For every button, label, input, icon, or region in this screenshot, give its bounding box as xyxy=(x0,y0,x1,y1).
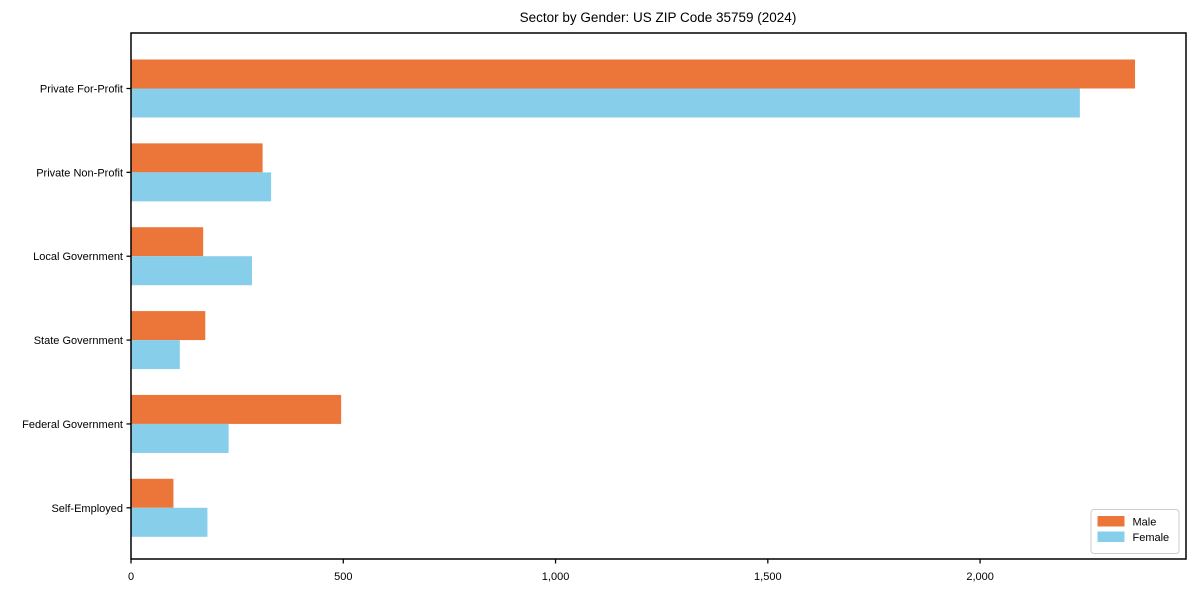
bar-male-0 xyxy=(131,59,1136,89)
x-tick-label: 2,000 xyxy=(966,571,994,583)
bar-female-1 xyxy=(131,172,272,202)
x-tick-label: 1,000 xyxy=(542,571,570,583)
bar-female-4 xyxy=(131,423,229,453)
bar-male-3 xyxy=(131,311,206,341)
plot-border xyxy=(130,32,1187,560)
bar-male-5 xyxy=(131,478,174,508)
legend: Male Female xyxy=(1090,509,1180,554)
bar-female-5 xyxy=(131,507,208,537)
y-tick-label: Private Non-Profit xyxy=(36,167,123,179)
bar-male-4 xyxy=(131,394,342,424)
chart-title: Sector by Gender: US ZIP Code 35759 (202… xyxy=(520,10,797,25)
y-tick-label: Local Government xyxy=(33,251,123,263)
y-tick-label: Self-Employed xyxy=(51,503,123,515)
x-tick-label: 500 xyxy=(334,571,352,583)
x-tick-label: 0 xyxy=(128,571,134,583)
y-tick-label: Private For-Profit xyxy=(40,84,123,96)
axes-layer: Private For-Profit Private Non-Profit Loca… xyxy=(22,32,1187,583)
legend-label-male: Male xyxy=(1133,517,1157,529)
x-tick-label: 1,500 xyxy=(754,571,782,583)
bar-female-2 xyxy=(131,256,252,286)
y-tick-label: State Government xyxy=(34,335,123,347)
bar-male-1 xyxy=(131,143,263,173)
legend-swatch-female xyxy=(1097,531,1125,542)
bar-male-2 xyxy=(131,227,204,257)
legend-swatch-male xyxy=(1097,516,1125,527)
y-tick-label: Federal Government xyxy=(22,419,123,431)
bar-female-0 xyxy=(131,88,1080,118)
legend-label-female: Female xyxy=(1133,532,1170,544)
bar-female-3 xyxy=(131,340,180,370)
bars-layer xyxy=(131,59,1136,537)
